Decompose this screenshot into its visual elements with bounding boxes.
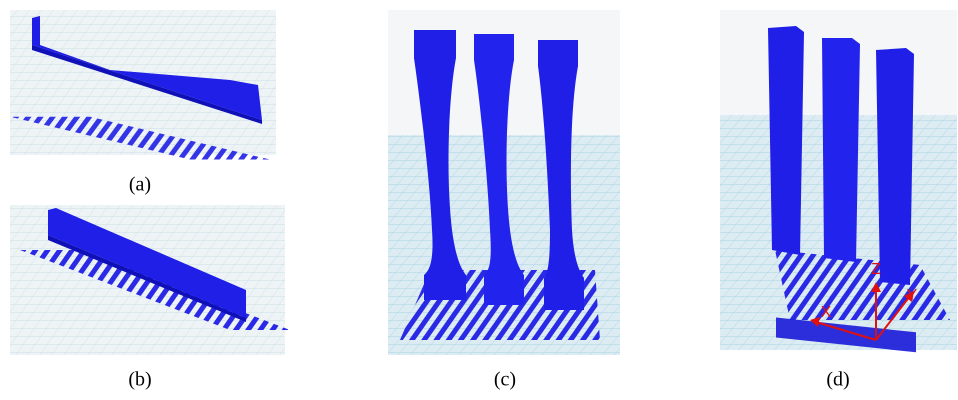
axis-label: Y (907, 287, 918, 304)
panel-d: X Y Z (720, 10, 957, 352)
caption: (a) (129, 174, 151, 196)
panel-b (10, 205, 290, 355)
caption: (b) (128, 369, 151, 391)
caption: (c) (494, 369, 516, 391)
axis-label: X (821, 304, 832, 321)
figure: (a) (b) (c) X Y Z (0, 0, 958, 400)
panel-a (10, 10, 276, 160)
caption: (d) (826, 369, 849, 391)
panel-c (388, 10, 620, 355)
axis-label: Z (871, 261, 881, 278)
